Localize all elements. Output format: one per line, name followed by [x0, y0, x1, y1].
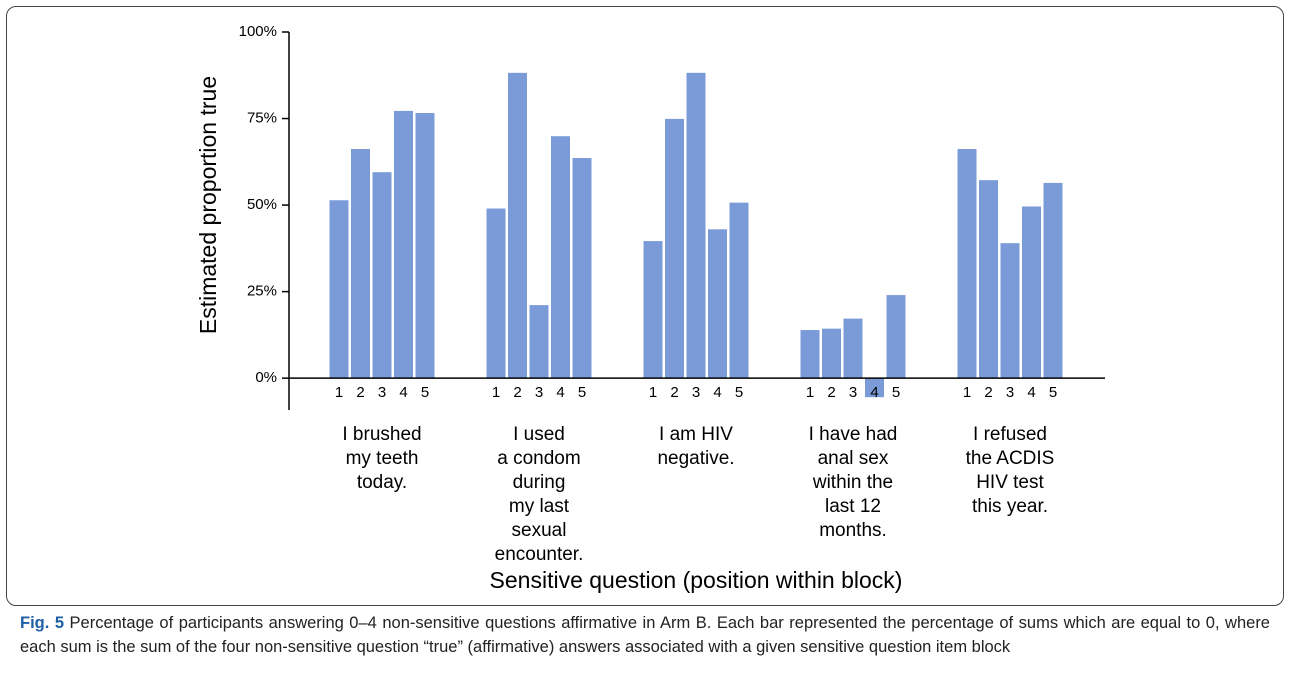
x-tick-label: 4 [713, 384, 721, 401]
bar [372, 172, 392, 379]
bar [979, 180, 998, 379]
x-tick-label: 4 [399, 384, 407, 401]
x-tick-label: 1 [492, 384, 500, 401]
x-tick-label: 1 [963, 384, 971, 401]
category-label: within the [812, 472, 893, 493]
category-label: I have had [809, 424, 898, 445]
x-tick-label: 3 [692, 384, 700, 401]
y-tick-label: 0% [255, 369, 277, 386]
caption-label: Fig. 5 [20, 614, 65, 632]
x-tick-label: 4 [870, 384, 878, 401]
x-tick-label: 5 [1049, 384, 1057, 401]
bar [729, 202, 749, 379]
x-tick-label: 5 [735, 384, 743, 401]
x-tick-label: 2 [670, 384, 678, 401]
category-label: last 12 [825, 496, 881, 517]
category-label: I brushed [342, 424, 421, 445]
x-axis-label: Sensitive question (position within bloc… [490, 567, 903, 593]
category-label: my teeth [346, 448, 419, 469]
bar [415, 113, 435, 379]
x-tick-label: 1 [335, 384, 343, 401]
x-tick-label: 5 [892, 384, 900, 401]
bar [865, 378, 884, 398]
bar [643, 241, 663, 379]
bar [508, 72, 527, 379]
chart: Estimated proportion true Sensitive ques… [195, 23, 1105, 593]
figure-frame [6, 6, 1284, 606]
y-tick-label: 100% [239, 23, 277, 40]
caption-text: Percentage of participants answering 0–4… [20, 614, 1270, 656]
category-label: a condom [497, 448, 580, 469]
x-tick-label: 2 [513, 384, 521, 401]
bar [351, 149, 370, 379]
category-label: I am HIV [659, 424, 733, 445]
x-tick-label: 2 [827, 384, 835, 401]
bar [394, 110, 413, 379]
x-tick-label: 3 [535, 384, 543, 401]
x-tick-label: 4 [1027, 384, 1035, 401]
bar [329, 200, 349, 379]
bar [1000, 243, 1020, 379]
bar [1043, 182, 1063, 379]
category-label: anal sex [818, 448, 889, 469]
y-tick-label: 50% [247, 196, 277, 213]
category-label: HIV test [976, 472, 1044, 493]
category-label: my last [509, 496, 570, 517]
category-label: encounter. [495, 544, 584, 565]
category-label: sexual [512, 520, 567, 541]
category-label: during [513, 472, 566, 493]
x-tick-label: 1 [806, 384, 814, 401]
x-tick-label: 5 [578, 384, 586, 401]
bar [886, 295, 906, 379]
caption: Fig. 5 Percentage of participants answer… [20, 612, 1270, 659]
x-tick-label: 2 [984, 384, 992, 401]
bar [1022, 206, 1041, 379]
bar [686, 72, 706, 379]
category-label: I refused [973, 424, 1047, 445]
category-label: this year. [972, 496, 1048, 517]
y-tick-label: 75% [247, 110, 277, 127]
category-label: months. [819, 520, 887, 541]
bar [551, 136, 570, 379]
bar [800, 330, 820, 379]
category-label: negative. [657, 448, 734, 469]
bar [957, 149, 977, 379]
x-tick-label: 3 [1006, 384, 1014, 401]
bar [708, 229, 727, 379]
x-tick-label: 5 [421, 384, 429, 401]
bar [572, 158, 592, 379]
bar [843, 318, 863, 379]
category-label: I used [513, 424, 565, 445]
x-tick-label: 4 [556, 384, 564, 401]
x-tick-label: 3 [849, 384, 857, 401]
y-tick-label: 25% [247, 283, 277, 300]
category-label: today. [357, 472, 407, 493]
bar [822, 328, 841, 379]
bar [665, 118, 684, 379]
bar [486, 208, 506, 379]
category-label: the ACDIS [966, 448, 1055, 469]
y-axis-label: Estimated proportion true [195, 76, 221, 334]
x-tick-label: 3 [378, 384, 386, 401]
x-tick-label: 1 [649, 384, 657, 401]
x-tick-label: 2 [356, 384, 364, 401]
bar [529, 305, 549, 379]
